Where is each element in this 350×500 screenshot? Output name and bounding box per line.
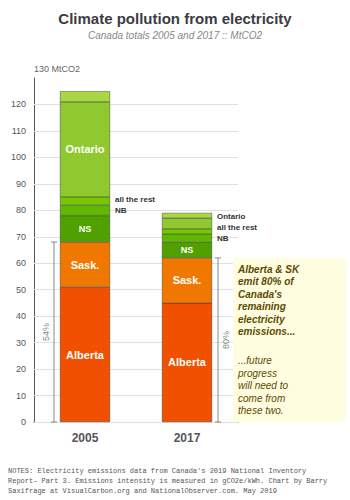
svg-text:NB: NB — [115, 206, 127, 215]
svg-text:120: 120 — [11, 99, 26, 109]
svg-text:40: 40 — [16, 311, 26, 321]
svg-text:emit 80% of: emit 80% of — [238, 276, 295, 287]
svg-text:0: 0 — [21, 417, 26, 427]
svg-text:electricity: electricity — [238, 314, 285, 325]
svg-text:80: 80 — [16, 205, 26, 215]
svg-text:Alberta: Alberta — [66, 349, 105, 361]
svg-text:80%: 80% — [221, 331, 231, 349]
svg-text:2005: 2005 — [72, 431, 99, 445]
svg-text:these two.: these two. — [238, 405, 284, 416]
svg-text:Report– Part 3. Emissions inte: Report– Part 3. Emissions intensity is m… — [8, 477, 327, 485]
svg-text:50: 50 — [16, 285, 26, 295]
svg-text:30: 30 — [16, 338, 26, 348]
svg-text:...future: ...future — [238, 355, 272, 366]
svg-text:Climate pollution from electri: Climate pollution from electricity — [58, 10, 292, 27]
svg-text:NB: NB — [217, 234, 229, 243]
svg-text:54%: 54% — [41, 323, 51, 341]
svg-text:110: 110 — [12, 126, 26, 136]
svg-text:130 MtCO2: 130 MtCO2 — [34, 64, 80, 74]
svg-text:all the rest: all the rest — [115, 195, 155, 204]
svg-text:90: 90 — [16, 179, 26, 189]
svg-text:Alberta & SK: Alberta & SK — [237, 264, 300, 275]
svg-text:Sask.: Sask. — [71, 259, 100, 271]
svg-text:NS: NS — [181, 245, 194, 255]
svg-text:Ontario: Ontario — [65, 143, 104, 155]
svg-text:Alberta: Alberta — [168, 356, 207, 368]
svg-text:remaining: remaining — [238, 301, 286, 312]
svg-text:NOTES: Electricity emissions d: NOTES: Electricity emissions data from C… — [8, 467, 306, 475]
svg-text:progress: progress — [237, 368, 277, 379]
svg-text:Ontario: Ontario — [217, 212, 246, 221]
svg-text:NS: NS — [79, 224, 92, 234]
svg-text:10: 10 — [16, 391, 26, 401]
svg-text:will need to: will need to — [238, 380, 288, 391]
svg-text:all the rest: all the rest — [217, 223, 257, 232]
svg-text:Canada's: Canada's — [238, 289, 283, 300]
svg-text:Sask.: Sask. — [173, 274, 202, 286]
svg-text:2017: 2017 — [174, 431, 201, 445]
svg-text:come from: come from — [238, 393, 285, 404]
svg-text:emissions...: emissions... — [238, 326, 295, 337]
svg-text:20: 20 — [16, 364, 26, 374]
svg-text:70: 70 — [16, 232, 26, 242]
svg-text:60: 60 — [16, 258, 26, 268]
svg-text:Saxifrage at VisualCarbon.org: Saxifrage at VisualCarbon.org and Nation… — [8, 487, 277, 495]
svg-text:Canada totals 2005 and 2017 ::: Canada totals 2005 and 2017 :: MtCO2 — [88, 30, 262, 41]
svg-text:100: 100 — [11, 152, 26, 162]
